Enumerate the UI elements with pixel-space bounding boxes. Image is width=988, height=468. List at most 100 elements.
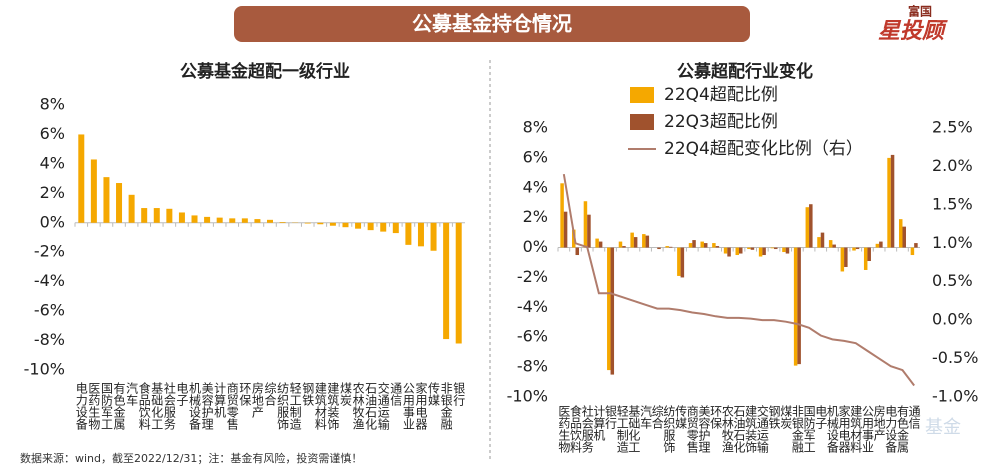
x-tick-label: 美容护理	[200, 382, 214, 430]
bar	[668, 246, 673, 248]
bar	[785, 247, 790, 254]
bar	[750, 247, 755, 250]
x-tick-label: 石油石化	[364, 382, 378, 431]
x-tick-label: 国防军工	[99, 382, 113, 430]
x-tick-label: 农林牧渔	[720, 405, 734, 453]
bar	[304, 222, 311, 224]
x-tick-label: 国防军工	[802, 405, 816, 453]
x-tick-label: 非银金融	[790, 405, 804, 454]
y2-tick-label: 0.0%	[932, 310, 973, 329]
bar	[677, 247, 681, 276]
x-tick-label: 有色金属	[895, 405, 909, 454]
y-tick-label: 0%	[523, 237, 548, 256]
bar	[633, 237, 638, 248]
x-tick-label: 计算机	[592, 405, 606, 441]
bar	[739, 247, 743, 254]
x-tick-label: 商贸零售	[225, 381, 239, 430]
bar	[560, 183, 564, 248]
bar	[855, 247, 860, 250]
bar	[890, 154, 895, 248]
x-tick-label: 医药生物	[557, 405, 571, 453]
bar	[887, 157, 891, 248]
bar	[430, 222, 437, 251]
bar	[645, 235, 650, 248]
bar	[607, 247, 611, 371]
y-tick-label: -8%	[34, 330, 65, 349]
bar	[797, 247, 801, 365]
header-banner	[234, 6, 750, 42]
bar	[688, 243, 693, 248]
y-tick-label: 6%	[523, 147, 548, 166]
x-tick-label: 建筑装饰	[744, 405, 758, 453]
x-tick-label: 建筑装饰	[326, 382, 340, 430]
x-tick-label: 食品饮料	[569, 404, 583, 453]
x-tick-label: 基础化工	[150, 382, 164, 430]
x-tick-label: 非银金融	[439, 382, 453, 431]
bar	[762, 247, 766, 256]
x-tick-label: 煤炭	[338, 382, 352, 407]
bar	[367, 222, 374, 231]
x-tick-label: 机械设备	[825, 405, 839, 454]
x-tick-label: 交通运输	[755, 404, 769, 454]
bar	[703, 243, 708, 248]
x-tick-label: 计算机	[213, 382, 227, 418]
x-tick-label: 煤炭	[779, 405, 793, 430]
watermark: 基金	[925, 417, 961, 438]
y-tick-label: 4%	[523, 177, 548, 196]
bar	[820, 232, 825, 248]
bar	[241, 218, 248, 223]
x-tick-label: 石油石化	[732, 405, 746, 454]
bar	[254, 219, 261, 223]
bar	[583, 201, 588, 248]
bar	[90, 159, 97, 223]
bar	[392, 222, 399, 234]
x-tick-label: 环保	[238, 382, 252, 406]
x-tick-label: 汽车	[639, 404, 653, 430]
bar	[727, 247, 731, 257]
y-tick-label: -10%	[24, 360, 65, 379]
x-tick-label: 综合	[263, 382, 277, 406]
x-tick-label: 电子	[175, 382, 189, 406]
y2-tick-label: 2.0%	[932, 156, 973, 175]
x-tick-label: 银行	[604, 405, 618, 429]
y-tick-label: -10%	[507, 387, 548, 406]
logo-main: 星投顾	[878, 19, 948, 44]
bar	[665, 246, 669, 248]
y2-tick-label: 1.0%	[932, 233, 973, 252]
bar	[355, 222, 362, 229]
legend-swatch	[630, 114, 654, 130]
x-tick-label: 建筑材料	[849, 405, 863, 453]
bar	[692, 240, 696, 248]
x-tick-label: 传媒	[674, 404, 688, 429]
bar	[723, 247, 728, 254]
bar	[575, 247, 580, 256]
legend-label: 22Q4超配比例	[664, 85, 778, 105]
bar	[805, 207, 810, 248]
footnote: 数据来源：wind，截至2022/12/31；注：基金有风险，投资需谨慎！	[20, 451, 362, 465]
bar	[78, 134, 85, 223]
bar	[610, 247, 615, 375]
header-title: 公募基金持仓情况	[412, 12, 572, 36]
bar	[657, 247, 661, 250]
bar	[910, 247, 915, 256]
bar	[443, 222, 450, 340]
bar	[128, 194, 135, 223]
bar	[618, 241, 623, 248]
bar	[715, 246, 720, 248]
bar	[867, 247, 871, 262]
bar	[342, 222, 349, 228]
x-tick-label: 医药生物	[87, 382, 101, 430]
y-tick-label: 2%	[40, 183, 65, 202]
x-tick-label: 公用事业	[401, 382, 415, 430]
x-tick-label: 银行	[452, 382, 466, 406]
x-tick-label: 社会服务	[162, 381, 176, 430]
x-tick-label: 家用电器	[837, 404, 851, 454]
bar	[712, 243, 716, 248]
y2-tick-label: 2.5%	[932, 118, 973, 137]
x-tick-label: 建筑材料	[313, 382, 327, 430]
y-tick-label: 4%	[40, 153, 65, 172]
bar	[863, 247, 868, 270]
y-tick-label: -2%	[517, 267, 548, 286]
bar	[774, 247, 778, 250]
